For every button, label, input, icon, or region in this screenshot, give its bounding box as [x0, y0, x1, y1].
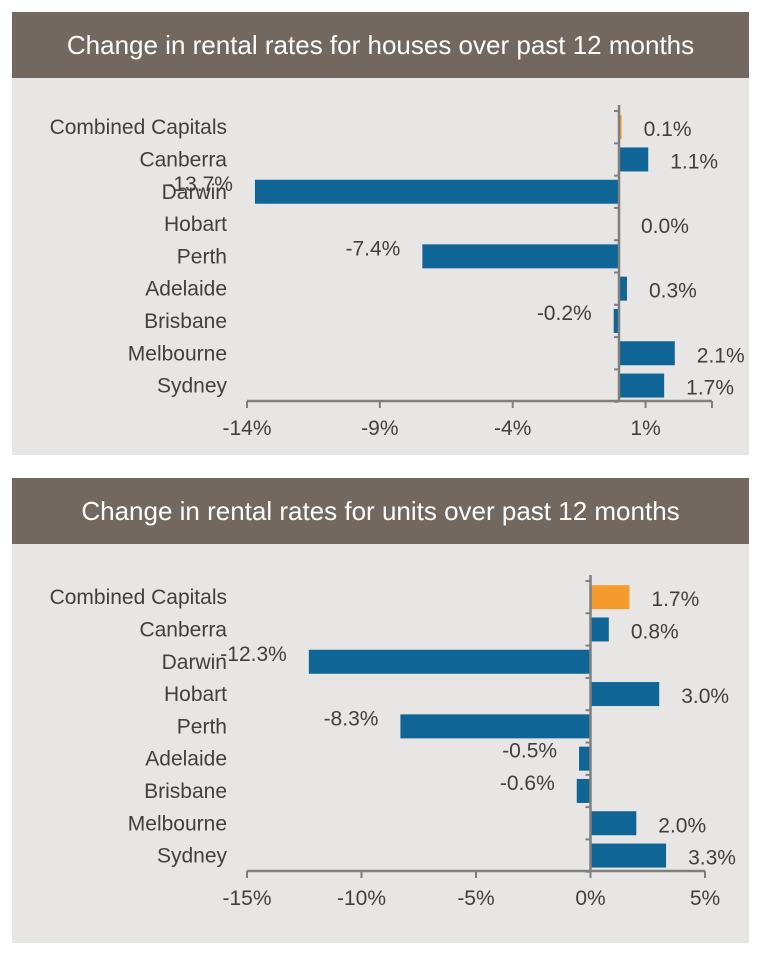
units-x-tick-label-2: -5%	[457, 887, 494, 910]
houses-value-label-8: 1.7%	[686, 377, 734, 400]
units-category-label-7: Melbourne	[128, 812, 227, 835]
houses-x-tick-label-2: -4%	[494, 417, 531, 440]
units-value-label-4: -8.3%	[324, 707, 379, 730]
units-x-tick-label-4: 5%	[690, 887, 720, 910]
units-category-label-2: Darwin	[162, 651, 227, 674]
houses-value-label-2: -13.7%	[166, 173, 233, 196]
houses-category-label-5: Adelaide	[145, 278, 227, 301]
units-value-label-6: -0.6%	[500, 772, 555, 795]
units-value-label-8: 3.3%	[688, 847, 736, 870]
units-chart-panel: Change in rental rates for units over pa…	[12, 478, 749, 943]
houses-bar-2	[254, 179, 619, 204]
units-bar-8	[590, 843, 667, 868]
units-x-tick-label-1: -10%	[337, 887, 386, 910]
units-x-tick-label-0: -15%	[222, 887, 271, 910]
units-category-label-6: Brisbane	[144, 780, 227, 803]
houses-chart-panel: Change in rental rates for houses over p…	[12, 12, 749, 455]
units-category-label-1: Canberra	[139, 618, 227, 641]
houses-bar-7	[619, 341, 675, 366]
houses-category-label-3: Hobart	[164, 213, 227, 236]
units-chart: Combined Capitals Canberra Darwin Hobart Per…	[50, 575, 736, 910]
units-value-label-3: 3.0%	[681, 685, 729, 708]
houses-chart: Combined Capitals Canberra Darwin Hobart Per…	[50, 105, 745, 440]
units-bar-6	[576, 778, 591, 803]
units-bar-0	[590, 585, 630, 610]
units-bar-2	[308, 649, 591, 674]
houses-category-label-2: Darwin	[162, 181, 227, 204]
houses-value-label-3: 0.0%	[641, 215, 689, 238]
houses-bar-8	[619, 373, 665, 398]
units-value-label-7: 2.0%	[658, 814, 706, 837]
units-chart-title: Change in rental rates for units over pa…	[12, 478, 749, 544]
units-bar-5	[579, 746, 591, 771]
houses-value-label-1: 1.1%	[670, 150, 718, 173]
houses-x-tick-label-3: 1%	[630, 417, 660, 440]
units-value-label-1: 0.8%	[631, 620, 679, 643]
units-bar-7	[590, 811, 637, 836]
houses-value-label-5: 0.3%	[649, 280, 697, 303]
units-value-label-0: 1.7%	[651, 588, 699, 611]
units-category-label-5: Adelaide	[145, 748, 227, 771]
units-category-label-8: Sydney	[157, 845, 228, 868]
units-category-label-3: Hobart	[164, 683, 227, 706]
units-category-label-4: Perth	[177, 715, 227, 738]
units-value-label-5: -0.5%	[502, 740, 557, 763]
houses-category-label-4: Perth	[177, 245, 227, 268]
units-category-label-0: Combined Capitals	[50, 586, 227, 609]
houses-value-label-6: -0.2%	[537, 302, 592, 325]
houses-bar-5	[619, 276, 627, 301]
houses-bar-1	[619, 147, 649, 172]
houses-x-tick-label-1: -9%	[361, 417, 398, 440]
houses-category-label-6: Brisbane	[144, 310, 227, 333]
houses-category-label-1: Canberra	[139, 148, 227, 171]
houses-value-label-7: 2.1%	[697, 344, 745, 367]
houses-bar-0	[619, 115, 622, 140]
houses-chart-title: Change in rental rates for houses over p…	[12, 12, 749, 78]
houses-x-tick-label-0: -14%	[222, 417, 271, 440]
houses-bar-6	[613, 308, 619, 333]
units-bar-1	[590, 617, 609, 642]
units-x-tick-label-3: 0%	[575, 887, 605, 910]
units-value-label-2: -12.3%	[220, 643, 287, 666]
units-bar-3	[590, 682, 660, 707]
houses-category-label-0: Combined Capitals	[50, 116, 227, 139]
houses-category-label-7: Melbourne	[128, 342, 227, 365]
houses-bar-4	[422, 244, 619, 269]
units-bar-4	[400, 714, 591, 739]
houses-value-label-0: 0.1%	[644, 118, 692, 141]
houses-value-label-4: -7.4%	[346, 237, 401, 260]
houses-category-label-8: Sydney	[157, 375, 228, 398]
